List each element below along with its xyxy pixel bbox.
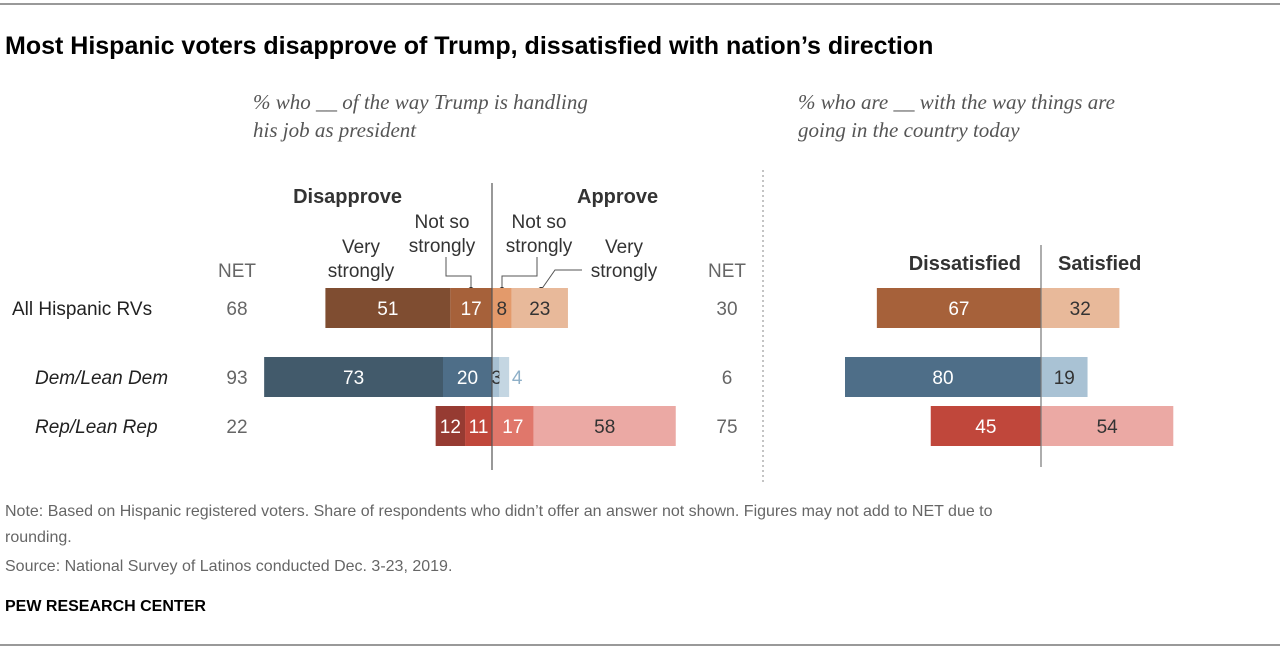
net-header-right: NET [708, 261, 746, 282]
disapprove-header: Disapprove [293, 186, 402, 208]
bar-value-label: 58 [594, 417, 615, 438]
bar-segment [492, 288, 512, 328]
note-line-2: rounding. [5, 529, 72, 546]
label-app-very-2: strongly [591, 261, 658, 282]
bar-segment [492, 406, 534, 446]
bar-segment [465, 406, 492, 446]
bar-segment [450, 288, 492, 328]
label-dis-notso-2: strongly [409, 236, 476, 257]
bar-satisfied [1041, 357, 1088, 397]
bar-value-label: 12 [440, 417, 461, 438]
label-leaders [445, 257, 582, 291]
bar-value-label: 20 [457, 368, 478, 389]
bar-dissatisfied [876, 288, 1041, 328]
net-disapprove: 22 [226, 417, 247, 438]
bar-value-label: 8 [497, 299, 508, 320]
label-dis-very-2: strongly [328, 261, 395, 282]
bar-value-label: 51 [377, 299, 398, 320]
left-subtitle-1: % who __ of the way Trump is handling [253, 90, 588, 114]
bar-value-label: 11 [469, 417, 489, 438]
label-app-very-1: Very [605, 237, 644, 258]
dissatisfied-header: Dissatisfied [909, 253, 1021, 275]
bar-value-label: 32 [1070, 299, 1091, 320]
footer-brand: PEW RESEARCH CENTER [5, 598, 206, 615]
bar-satisfied [1041, 288, 1120, 328]
bar-dissatisfied [845, 357, 1041, 397]
bar-segment [435, 406, 466, 446]
row-label: All Hispanic RVs [12, 299, 152, 320]
bar-value-label: 54 [1097, 417, 1119, 438]
note-line-1: Note: Based on Hispanic registered voter… [5, 503, 993, 520]
label-dis-notso-1: Not so [415, 212, 470, 233]
bar-segment [533, 406, 676, 446]
right-subtitle-1: % who are __ with the way things are [798, 90, 1115, 114]
bar-segment [264, 357, 443, 397]
bar-value-label: 17 [461, 299, 482, 320]
net-approve: 75 [716, 417, 737, 438]
row-label: Rep/Lean Rep [35, 417, 158, 438]
net-approve: 6 [722, 368, 733, 389]
bar-dissatisfied [930, 406, 1041, 446]
net-disapprove: 68 [226, 299, 247, 320]
bar-value-label: 3 [491, 368, 502, 389]
bar-value-label: 80 [932, 368, 953, 389]
source-line: Source: National Survey of Latinos condu… [5, 558, 452, 575]
bar-value-label: 45 [975, 417, 996, 438]
bar-value-label: 4 [512, 368, 523, 389]
label-app-notso-1: Not so [512, 212, 567, 233]
left-subtitle-2: his job as president [253, 118, 417, 142]
row-label: Dem/Lean Dem [35, 368, 168, 389]
bar-segment [443, 357, 492, 397]
net-approve: 30 [716, 299, 737, 320]
bar-satisfied [1041, 406, 1174, 446]
approve-header: Approve [577, 186, 658, 208]
bar-segment [492, 357, 500, 397]
net-header-left: NET [218, 261, 256, 282]
bar-value-label: 67 [948, 299, 969, 320]
bar-value-label: 23 [529, 299, 550, 320]
chart-title: Most Hispanic voters disapprove of Trump… [5, 32, 933, 60]
right-subtitle-2: going in the country today [798, 118, 1020, 142]
bar-segment [499, 357, 510, 397]
bar-segment [511, 288, 568, 328]
label-dis-very-1: Very [342, 237, 381, 258]
bar-value-label: 73 [343, 368, 364, 389]
net-disapprove: 93 [226, 368, 247, 389]
bar-value-label: 19 [1054, 368, 1075, 389]
label-app-notso-2: strongly [506, 236, 573, 257]
bar-segment [325, 288, 451, 328]
bar-value-label: 17 [502, 417, 523, 438]
satisfied-header: Satisfied [1058, 253, 1141, 275]
